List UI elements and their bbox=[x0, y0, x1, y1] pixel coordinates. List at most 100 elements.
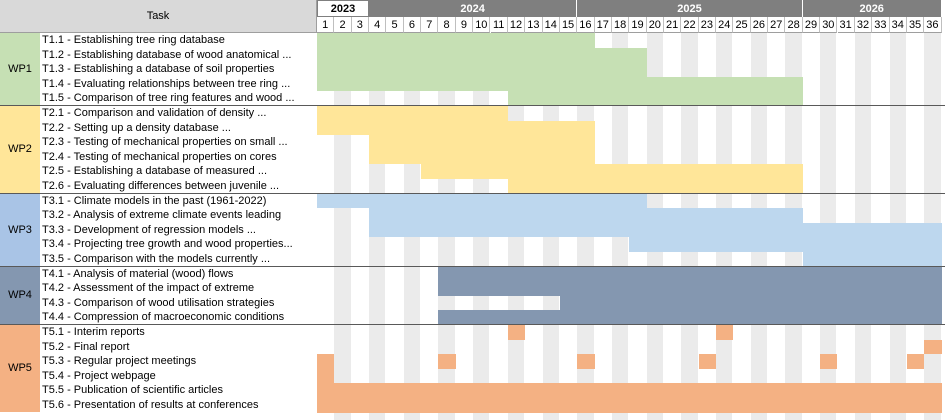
month-label: 3 bbox=[356, 18, 363, 31]
month-label: 29 bbox=[804, 18, 818, 31]
task-row-label: T5.5 - Publication of scientific article… bbox=[42, 384, 223, 397]
month-label: 26 bbox=[752, 18, 766, 31]
task-row-label: T5.2 - Final report bbox=[42, 340, 130, 353]
month-header: 20 bbox=[646, 17, 664, 33]
gantt-bar bbox=[906, 354, 925, 369]
month-label: 31 bbox=[839, 18, 852, 31]
year-header: 2026 bbox=[802, 0, 942, 17]
gantt-bar bbox=[369, 208, 803, 223]
task-row-label: T5.1 - Interim reports bbox=[42, 326, 145, 338]
month-label: 15 bbox=[561, 18, 575, 31]
year-header: 2024 bbox=[369, 0, 578, 17]
work-package-name: WP1 bbox=[8, 63, 32, 75]
work-package-name: WP4 bbox=[8, 289, 32, 302]
month-header: 1 bbox=[317, 17, 335, 33]
gantt-bar bbox=[438, 310, 942, 325]
gantt-bar bbox=[716, 325, 734, 340]
task-row-label: T3.5 - Comparison with the models curren… bbox=[42, 253, 271, 265]
month-label: 9 bbox=[460, 18, 468, 31]
gantt-bar bbox=[438, 281, 942, 296]
month-header: 21 bbox=[664, 17, 682, 33]
task-row-label: T1.2 - Establishing database of wood ana… bbox=[42, 48, 292, 61]
month-label: 30 bbox=[822, 18, 835, 31]
month-label: 17 bbox=[596, 18, 609, 31]
month-header: 18 bbox=[611, 17, 630, 33]
gantt-bar bbox=[507, 179, 803, 194]
year-header: 2023 bbox=[317, 0, 370, 17]
month-header: 14 bbox=[542, 17, 560, 33]
month-header: 6 bbox=[403, 17, 422, 33]
month-label: 28 bbox=[787, 18, 800, 31]
month-header: 5 bbox=[386, 17, 404, 33]
task-column-header: Task bbox=[0, 0, 317, 33]
task-row-label: T1.5 - Comparison of tree ring features … bbox=[42, 92, 295, 105]
month-header: 7 bbox=[421, 17, 439, 33]
month-label: 25 bbox=[735, 18, 748, 31]
month-label: 10 bbox=[475, 18, 488, 31]
month-header: 3 bbox=[351, 17, 370, 33]
gantt-bar bbox=[369, 135, 595, 150]
month-label: 12 bbox=[509, 18, 523, 31]
month-label: 22 bbox=[683, 18, 696, 31]
gantt-bar bbox=[421, 164, 803, 179]
month-label: 32 bbox=[856, 18, 870, 31]
gantt-bar bbox=[369, 222, 942, 238]
month-label: 11 bbox=[492, 18, 505, 31]
work-package-separator bbox=[0, 265, 945, 267]
task-row-label: T2.2 - Setting up a density database ... bbox=[42, 121, 231, 134]
month-label: 20 bbox=[648, 18, 661, 31]
gantt-bar bbox=[369, 149, 595, 165]
task-row-label: T2.6 - Evaluating differences between ju… bbox=[42, 180, 280, 192]
gantt-bar bbox=[507, 91, 803, 106]
gantt-bar bbox=[317, 106, 508, 121]
work-package-label: WP4 bbox=[0, 266, 40, 325]
month-header: 34 bbox=[889, 17, 907, 33]
month-header: 23 bbox=[698, 17, 717, 33]
month-header: 13 bbox=[525, 17, 543, 33]
year-label: 2023 bbox=[330, 2, 356, 15]
gantt-bar bbox=[698, 354, 717, 369]
month-header: 19 bbox=[629, 17, 647, 33]
work-package-name: WP5 bbox=[8, 362, 32, 375]
month-header: 4 bbox=[369, 17, 387, 33]
task-row-label: T4.1 - Analysis of material (wood) flows bbox=[42, 267, 234, 280]
gantt-bar bbox=[629, 237, 942, 252]
month-header: 11 bbox=[490, 17, 508, 33]
month-label: 33 bbox=[874, 18, 887, 31]
month-header: 32 bbox=[854, 17, 873, 33]
task-row-label: T4.3 - Comparison of wood utilisation st… bbox=[42, 296, 275, 309]
gantt-bar bbox=[317, 47, 647, 63]
task-row-label: T5.6 - Presentation of results at confer… bbox=[42, 399, 259, 411]
gantt-bar bbox=[317, 398, 942, 413]
gantt-bar bbox=[820, 354, 838, 369]
work-package-label: WP2 bbox=[0, 106, 40, 194]
month-label: 1 bbox=[322, 18, 329, 31]
month-header: 27 bbox=[768, 17, 786, 33]
month-label: 13 bbox=[527, 18, 540, 31]
month-label: 18 bbox=[613, 18, 627, 31]
month-header: 28 bbox=[785, 17, 803, 33]
task-row-label: T1.4 - Evaluating relationships between … bbox=[42, 77, 291, 90]
month-header: 29 bbox=[802, 17, 821, 33]
task-row-label: T3.4 - Projecting tree growth and wood p… bbox=[42, 238, 293, 251]
month-label: 24 bbox=[718, 18, 731, 31]
month-label: 21 bbox=[666, 18, 679, 31]
gantt-bar bbox=[577, 354, 595, 369]
month-header: 15 bbox=[559, 17, 578, 33]
work-package-label: WP5 bbox=[0, 325, 40, 413]
month-label: 35 bbox=[908, 18, 922, 31]
task-row-label: T2.4 - Testing of mechanical properties … bbox=[42, 150, 277, 163]
task-row-label: T3.2 - Analysis of extreme climate event… bbox=[42, 209, 282, 222]
month-label: 34 bbox=[891, 18, 904, 31]
work-package-label: WP1 bbox=[0, 33, 40, 106]
month-label: 6 bbox=[408, 18, 415, 31]
month-header: 31 bbox=[837, 17, 855, 33]
task-header-label: Task bbox=[146, 10, 170, 22]
month-label: 5 bbox=[391, 18, 398, 31]
gantt-bar bbox=[559, 295, 942, 311]
month-header: 16 bbox=[577, 17, 595, 33]
year-label: 2025 bbox=[677, 2, 702, 15]
task-row-label: T2.5 - Establishing a database of measur… bbox=[42, 165, 268, 178]
gantt-bar bbox=[317, 76, 803, 92]
month-header: 26 bbox=[750, 17, 769, 33]
